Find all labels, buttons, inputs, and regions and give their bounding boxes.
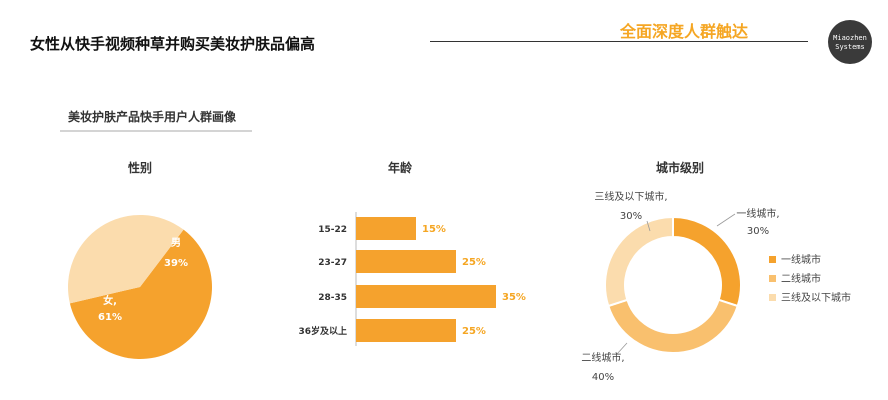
age-category-label: 28-35 xyxy=(318,293,347,303)
section-subtitle: 美妆护肤产品快手用户人群画像 xyxy=(68,110,237,124)
city-chart-title: 城市级别 xyxy=(655,161,704,175)
age-bar-chart: 15-22 15% 23-27 25% 28-35 35% 36岁及以上 25% xyxy=(298,212,526,346)
pie-slice-male xyxy=(68,215,184,304)
donut-callout-label: 二线城市, xyxy=(581,351,624,364)
page-title: 女性从快手视频种草并购买美妆护肤品偏高 xyxy=(30,35,316,53)
legend-swatch xyxy=(769,256,776,263)
pie-value-female: 61% xyxy=(98,312,122,323)
pie-slice-female xyxy=(69,229,212,359)
age-bar xyxy=(356,285,496,308)
age-value-label: 25% xyxy=(462,326,486,337)
logo-text-line-2: Systems xyxy=(835,43,865,51)
legend-label: 一线城市 xyxy=(781,253,821,266)
age-category-label: 36岁及以上 xyxy=(298,325,347,337)
pie-label-male: 男 xyxy=(171,237,181,249)
age-bar xyxy=(356,250,456,273)
pie-label-female: 女, xyxy=(103,294,117,307)
logo-text-line-1: Miaozhen xyxy=(833,34,867,42)
donut-callout-value: 30% xyxy=(620,211,642,222)
callout-leader-line xyxy=(616,342,628,355)
legend-label: 三线及以下城市 xyxy=(781,291,851,304)
brand-tagline: 全面深度人群触达 xyxy=(620,22,749,41)
donut-callout-value: 30% xyxy=(747,226,769,237)
age-chart-title: 年龄 xyxy=(387,161,412,175)
pie-value-male: 39% xyxy=(164,258,188,269)
legend-swatch xyxy=(769,294,776,301)
age-value-label: 25% xyxy=(462,257,486,268)
callout-leader-line xyxy=(646,220,651,232)
title-divider xyxy=(430,41,808,42)
age-category-label: 15-22 xyxy=(318,225,347,235)
legend-swatch xyxy=(769,275,776,282)
age-bar xyxy=(356,217,416,240)
legend-label: 二线城市 xyxy=(781,272,821,285)
donut-segment xyxy=(672,215,742,308)
age-value-label: 15% xyxy=(422,224,446,235)
subtitle-underline xyxy=(60,130,252,132)
callout-leader-line xyxy=(716,213,736,227)
age-bar xyxy=(356,319,456,342)
age-value-label: 35% xyxy=(502,292,526,303)
age-category-label: 23-27 xyxy=(318,258,347,268)
donut-callout-label: 一线城市, xyxy=(736,207,779,220)
donut-callout-value: 40% xyxy=(592,372,614,383)
brand-logo: Miaozhen Systems xyxy=(828,20,872,64)
donut-segment xyxy=(604,215,674,308)
donut-segment xyxy=(607,298,739,354)
donut-callout-label: 三线及以下城市, xyxy=(594,190,667,203)
gender-pie-chart: 女, 61% 男 39% xyxy=(68,215,212,359)
city-donut-chart: 一线城市, 30% 二线城市, 40% 三线及以下城市, 30% 一线城市二线城市三线及以下… xyxy=(581,190,851,383)
gender-chart-title: 性别 xyxy=(127,161,152,175)
